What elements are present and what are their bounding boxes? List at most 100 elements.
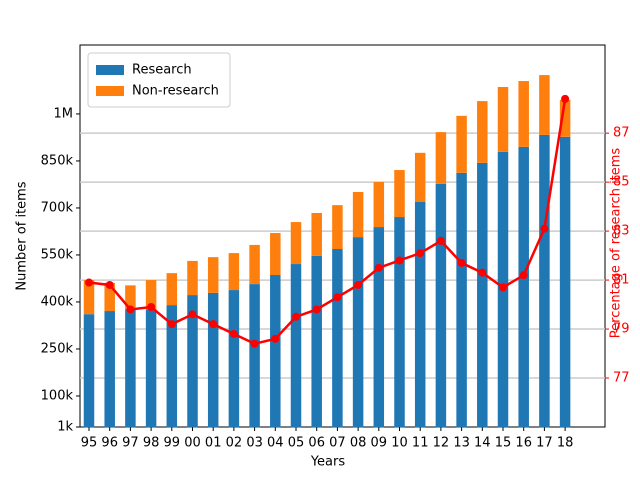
line-marker [478,268,487,277]
line-marker [85,278,93,287]
bar [145,309,157,428]
bar [373,181,385,228]
bar [207,292,219,428]
x-tick-label: 04 [267,436,284,451]
bar [477,162,488,428]
line-marker [457,258,466,267]
y2-tick-label: 83 [613,224,630,239]
bar [228,290,240,428]
bar [83,280,95,315]
x-tick-label: 16 [515,436,532,451]
x-tick-label: 03 [246,436,263,451]
x-tick-label: 10 [391,436,408,451]
line-marker [167,320,176,329]
bar [104,311,115,428]
bar [249,244,260,285]
line [88,98,567,346]
x-tick-label: 08 [350,436,367,451]
y-tick-label: 100k [41,388,74,403]
bar [559,99,571,137]
bar [332,249,343,428]
y2-tick-label: 81 [613,273,630,288]
y-tick-label: 250k [41,341,74,356]
bar [394,170,405,218]
x-tick-label: 14 [474,436,491,451]
line-marker [105,280,114,289]
bar [270,275,281,428]
bar [414,152,426,202]
y-tick-label: 1M [54,106,74,121]
line-marker [436,236,445,245]
y2-tick-label: 87 [613,126,630,141]
x-tick-label: 12 [433,436,450,451]
bar [559,136,571,428]
x-tick-label: 09 [371,436,388,451]
bar [125,309,136,428]
bar [456,115,467,173]
y-tick-label: 700k [41,200,74,215]
legend-label: Research [132,63,192,78]
bar [477,101,488,163]
bar [518,146,529,428]
line-marker [519,271,528,280]
x-tick-label: 18 [557,436,574,451]
x-tick-label: 96 [101,436,118,451]
x-tick-label: 02 [226,436,243,451]
bar [332,205,343,250]
bar [83,314,95,428]
bar [166,273,178,306]
y2-tick-label: 79 [613,322,630,337]
x-axis-label: Years [310,455,346,470]
x-tick-label: 98 [143,436,160,451]
bar [456,172,467,428]
bar [311,212,322,256]
x-tick-label: 00 [184,436,201,451]
bar [394,217,405,428]
y-tick-label: 400k [41,294,74,309]
bar [352,191,364,238]
legend-swatch [96,65,124,75]
x-tick-label: 05 [288,436,305,451]
line-marker [271,334,280,343]
x-tick-label: 99 [164,436,181,451]
line-marker [188,310,197,319]
bar [187,295,198,428]
line-marker [126,305,135,314]
y2-tick-label: 85 [613,175,630,190]
line-marker [416,249,425,258]
x-tick-label: 07 [329,436,346,451]
bar [125,285,136,310]
bar [311,255,322,428]
line-marker [229,329,238,338]
bar [290,222,302,265]
x-tick-label: 15 [495,436,512,451]
y-tick-label: 1k [57,420,73,435]
x-tick-label: 13 [453,436,470,451]
line-marker [292,312,300,321]
line-marker [499,283,507,292]
x-tick-label: 97 [122,436,139,451]
x-tick-label: 17 [536,436,553,451]
y-tick-label: 550k [41,247,74,262]
y2-tick-label: 77 [613,371,630,386]
bar [270,233,281,276]
x-tick-label: 06 [308,436,325,451]
bar [145,280,157,310]
legend-box [87,52,231,108]
bar [352,237,364,428]
line-marker [374,263,383,272]
bar [290,264,302,428]
bar [166,305,178,428]
bar [228,253,240,291]
bar [539,134,550,428]
y-axis-label: Number of items [15,181,30,290]
bar [187,260,198,296]
bar [539,75,550,135]
bar [373,227,385,428]
line-marker [561,94,570,103]
line-marker [250,339,259,348]
x-tick-label: 95 [81,436,98,451]
bar [104,282,115,312]
line-marker [354,280,363,289]
